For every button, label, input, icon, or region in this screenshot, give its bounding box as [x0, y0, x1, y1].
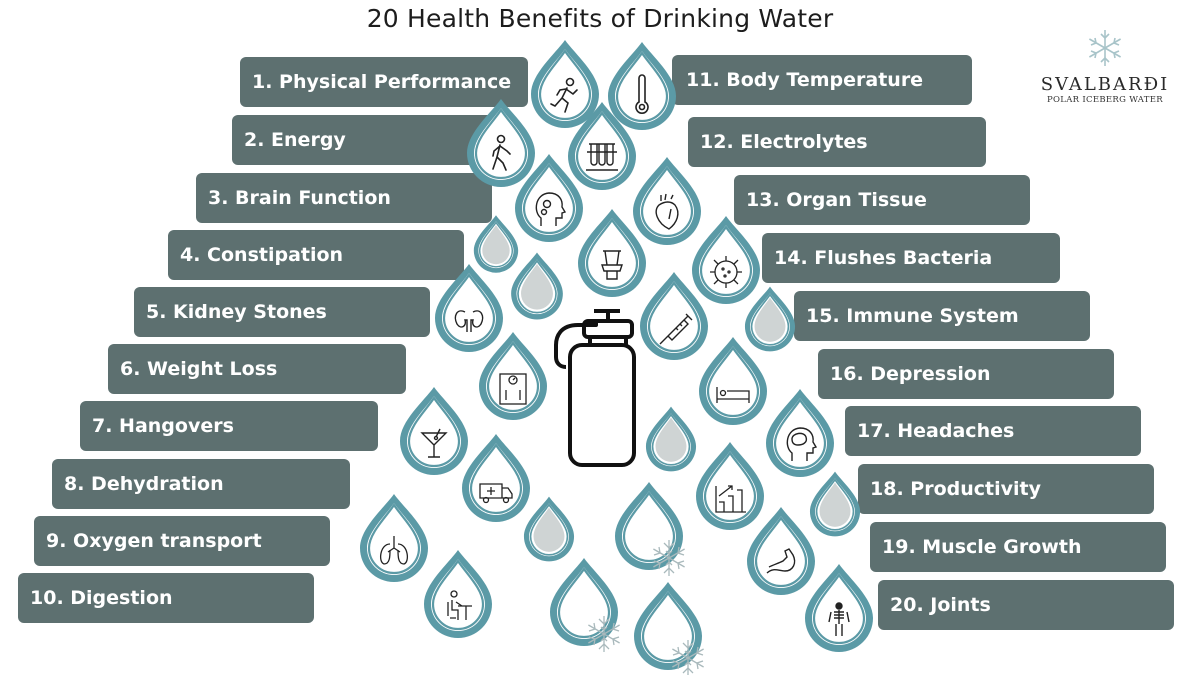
benefit-label-10: 10. Digestion — [18, 573, 314, 623]
skeleton-icon — [828, 602, 850, 636]
drop-kidneys — [431, 262, 507, 354]
drop-gray-medium-3 — [521, 495, 577, 563]
scale-icon — [499, 373, 527, 405]
ambulance-icon — [479, 483, 513, 504]
benefit-label-5: 5. Kidney Stones — [134, 287, 430, 337]
drop-scale — [475, 330, 551, 422]
benefit-label-17: 17. Headaches — [845, 406, 1141, 456]
water-bottle-icon — [554, 309, 636, 467]
drop-bar-chart — [692, 440, 768, 532]
page-title: 20 Health Benefits of Drinking Water — [366, 4, 834, 33]
bar-chart-growth-icon — [715, 485, 746, 513]
virus-icon — [710, 256, 742, 288]
benefit-label-2: 2. Energy — [232, 115, 500, 165]
drop-snowflake-3 — [630, 580, 706, 672]
person-at-desk-icon — [447, 590, 472, 620]
benefit-label-8: 8. Dehydration — [52, 459, 350, 509]
benefit-label-20: 20. Joints — [878, 580, 1174, 630]
thermometer-icon — [635, 74, 649, 114]
benefit-label-11: 11. Body Temperature — [672, 55, 972, 105]
drop-flexed-arm — [743, 505, 819, 597]
drop-snowflake-2 — [546, 556, 622, 648]
drop-syringe — [636, 270, 712, 362]
drop-lungs — [356, 492, 432, 584]
kidneys-icon — [454, 310, 484, 332]
drop-heart-organ — [629, 155, 705, 247]
benefit-label-12: 12. Electrolytes — [688, 117, 986, 167]
snowflake-icon — [1089, 30, 1121, 66]
drop-person-at-desk — [420, 548, 496, 640]
benefit-label-3: 3. Brain Function — [196, 173, 492, 223]
brand-logo: SVALBARÐI POLAR ICEBERG WATER — [1040, 28, 1170, 105]
drop-ambulance — [458, 432, 534, 524]
drop-cocktail — [396, 385, 472, 477]
lungs-icon — [379, 536, 409, 565]
drop-walking-person — [463, 97, 539, 189]
drop-gray-medium-2 — [643, 405, 699, 473]
benefit-label-7: 7. Hangovers — [80, 401, 378, 451]
drop-bed-person — [695, 335, 771, 427]
benefit-label-13: 13. Organ Tissue — [734, 175, 1030, 225]
walking-person-icon — [492, 134, 511, 171]
drop-test-tubes — [564, 100, 640, 192]
drop-snowflake-1 — [611, 480, 687, 572]
benefit-label-16: 16. Depression — [818, 349, 1114, 399]
benefit-label-19: 19. Muscle Growth — [870, 522, 1166, 572]
brand-tagline: POLAR ICEBERG WATER — [1047, 95, 1163, 105]
drop-skeleton — [801, 562, 877, 654]
brand-name: SVALBARÐI — [1040, 74, 1170, 95]
benefit-label-4: 4. Constipation — [168, 230, 464, 280]
toilet-icon — [601, 250, 623, 280]
running-person-icon — [550, 77, 578, 113]
drop-head-gears — [511, 152, 587, 244]
drop-toilet — [574, 207, 650, 299]
benefit-label-9: 9. Oxygen transport — [34, 516, 330, 566]
flexed-arm-icon — [766, 548, 796, 574]
head-gears-icon — [535, 192, 567, 226]
drop-head-brain — [762, 387, 838, 479]
benefit-label-6: 6. Weight Loss — [108, 344, 406, 394]
cocktail-glass-icon — [420, 428, 448, 458]
benefit-label-14: 14. Flushes Bacteria — [762, 233, 1060, 283]
water-bottle — [550, 305, 640, 470]
drop-thermometer — [604, 40, 680, 132]
syringe-icon — [659, 313, 693, 345]
test-tubes-icon — [586, 143, 618, 171]
benefit-label-18: 18. Productivity — [858, 464, 1154, 514]
bed-person-icon — [716, 387, 750, 403]
drop-virus — [688, 214, 764, 306]
heart-organ-icon — [655, 193, 679, 230]
benefit-label-1: 1. Physical Performance — [240, 57, 528, 107]
drop-running-person — [527, 38, 603, 130]
head-brain-icon — [786, 427, 818, 461]
benefit-label-15: 15. Immune System — [794, 291, 1090, 341]
